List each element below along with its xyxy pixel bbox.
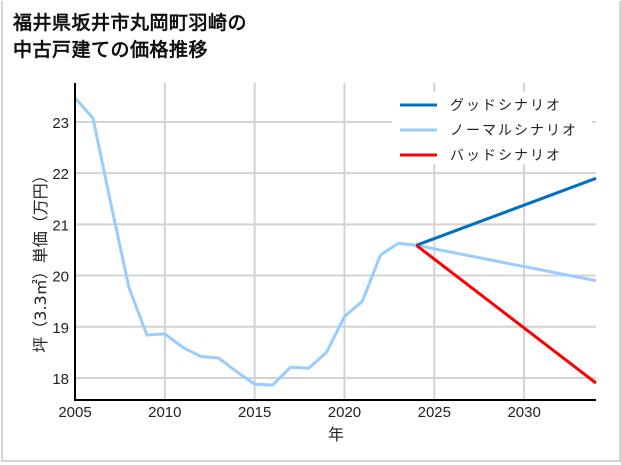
series-line-0 <box>415 176 597 247</box>
x-axis-label: 年 <box>328 425 344 444</box>
y-tick-label: 21 <box>52 217 69 234</box>
chart-title: 福井県坂井市丸岡町羽崎の 中古戸建ての価格推移 <box>13 10 247 64</box>
series-line-2 <box>415 244 597 385</box>
y-tick-label: 19 <box>52 320 69 337</box>
x-tick-label: 2005 <box>58 404 91 421</box>
y-tick-label: 22 <box>52 166 69 183</box>
y-tick-label: 23 <box>52 115 69 132</box>
legend-label: グッドシナリオ <box>450 98 562 114</box>
y-tick-label: 20 <box>52 269 69 286</box>
legend-label: ノーマルシナリオ <box>450 123 578 139</box>
axes <box>74 83 596 401</box>
x-tick-label: 2030 <box>507 404 540 421</box>
y-axis-label: 坪（3.3㎡）単価（万円） <box>31 167 50 352</box>
series-line-1 <box>73 96 597 387</box>
chart-title-line-2: 中古戸建ての価格推移 <box>13 39 209 61</box>
series-lines <box>73 96 597 387</box>
y-tick-label: 18 <box>52 371 69 388</box>
x-tick-label: 2015 <box>238 404 271 421</box>
legend-label: バッドシナリオ <box>450 148 562 164</box>
x-tick-label: 2020 <box>328 404 361 421</box>
tick-labels: 2005 2010 2015 2020 2025 2030 18 19 20 21 22 23 <box>52 115 541 421</box>
x-tick-label: 2025 <box>418 404 451 421</box>
chart-title-line-1: 福井県坂井市丸岡町羽崎の <box>13 12 248 34</box>
x-tick-label: 2010 <box>148 404 181 421</box>
